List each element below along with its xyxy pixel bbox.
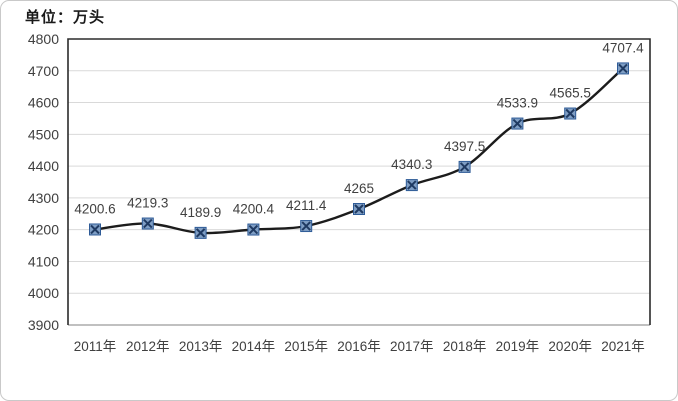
y-tick-label: 4300 [28,190,59,206]
x-tick-label: 2017年 [390,339,434,354]
marker-cross [90,224,100,235]
y-tick-label: 4600 [28,95,59,111]
data-point-label: 4200.4 [233,202,275,217]
marker-cross [195,228,206,238]
x-tick-label: 2021年 [601,339,645,354]
y-tick-label: 4500 [28,126,59,142]
data-point-label: 4707.4 [602,40,644,55]
x-tick-label: 2019年 [496,339,540,354]
marker-cross [565,108,575,119]
marker-cross [354,204,364,214]
y-tick-label: 4200 [28,222,59,238]
data-point-label: 4189.9 [180,205,221,220]
x-tick-label: 2011年 [74,339,117,354]
x-tick-label: 2018年 [443,339,487,354]
y-tick-label: 4400 [28,158,59,174]
y-tick-label: 4800 [28,31,59,47]
x-tick-label: 2012年 [126,339,170,354]
marker-cross [143,218,153,229]
marker-cross [512,118,523,129]
x-tick-label: 2014年 [232,339,276,354]
data-point-label: 4219.3 [127,196,168,211]
data-point-label: 4211.4 [286,198,327,213]
data-point-label: 4397.5 [444,139,485,154]
unit-label: 单位：万头 [25,9,106,26]
x-tick-label: 2020年 [548,339,592,354]
y-tick-label: 4000 [28,285,59,301]
data-point-label: 4200.6 [74,201,115,216]
data-point-label: 4340.3 [391,157,432,172]
x-tick-label: 2015年 [284,339,328,354]
marker-cross [301,221,311,231]
data-point-label: 4565.5 [550,86,591,101]
x-tick-label: 2016年 [337,339,381,354]
marker-cross [618,63,628,74]
marker-cross [248,224,259,235]
marker-cross [459,162,470,172]
data-point-label: 4265 [344,181,374,196]
data-point-label: 4533.9 [497,96,538,111]
marker-cross [407,180,417,190]
y-tick-label: 4100 [28,253,59,269]
y-tick-label: 3900 [28,317,59,333]
y-tick-label: 4700 [28,63,59,79]
x-tick-label: 2013年 [179,339,223,354]
plot-border [67,38,651,325]
